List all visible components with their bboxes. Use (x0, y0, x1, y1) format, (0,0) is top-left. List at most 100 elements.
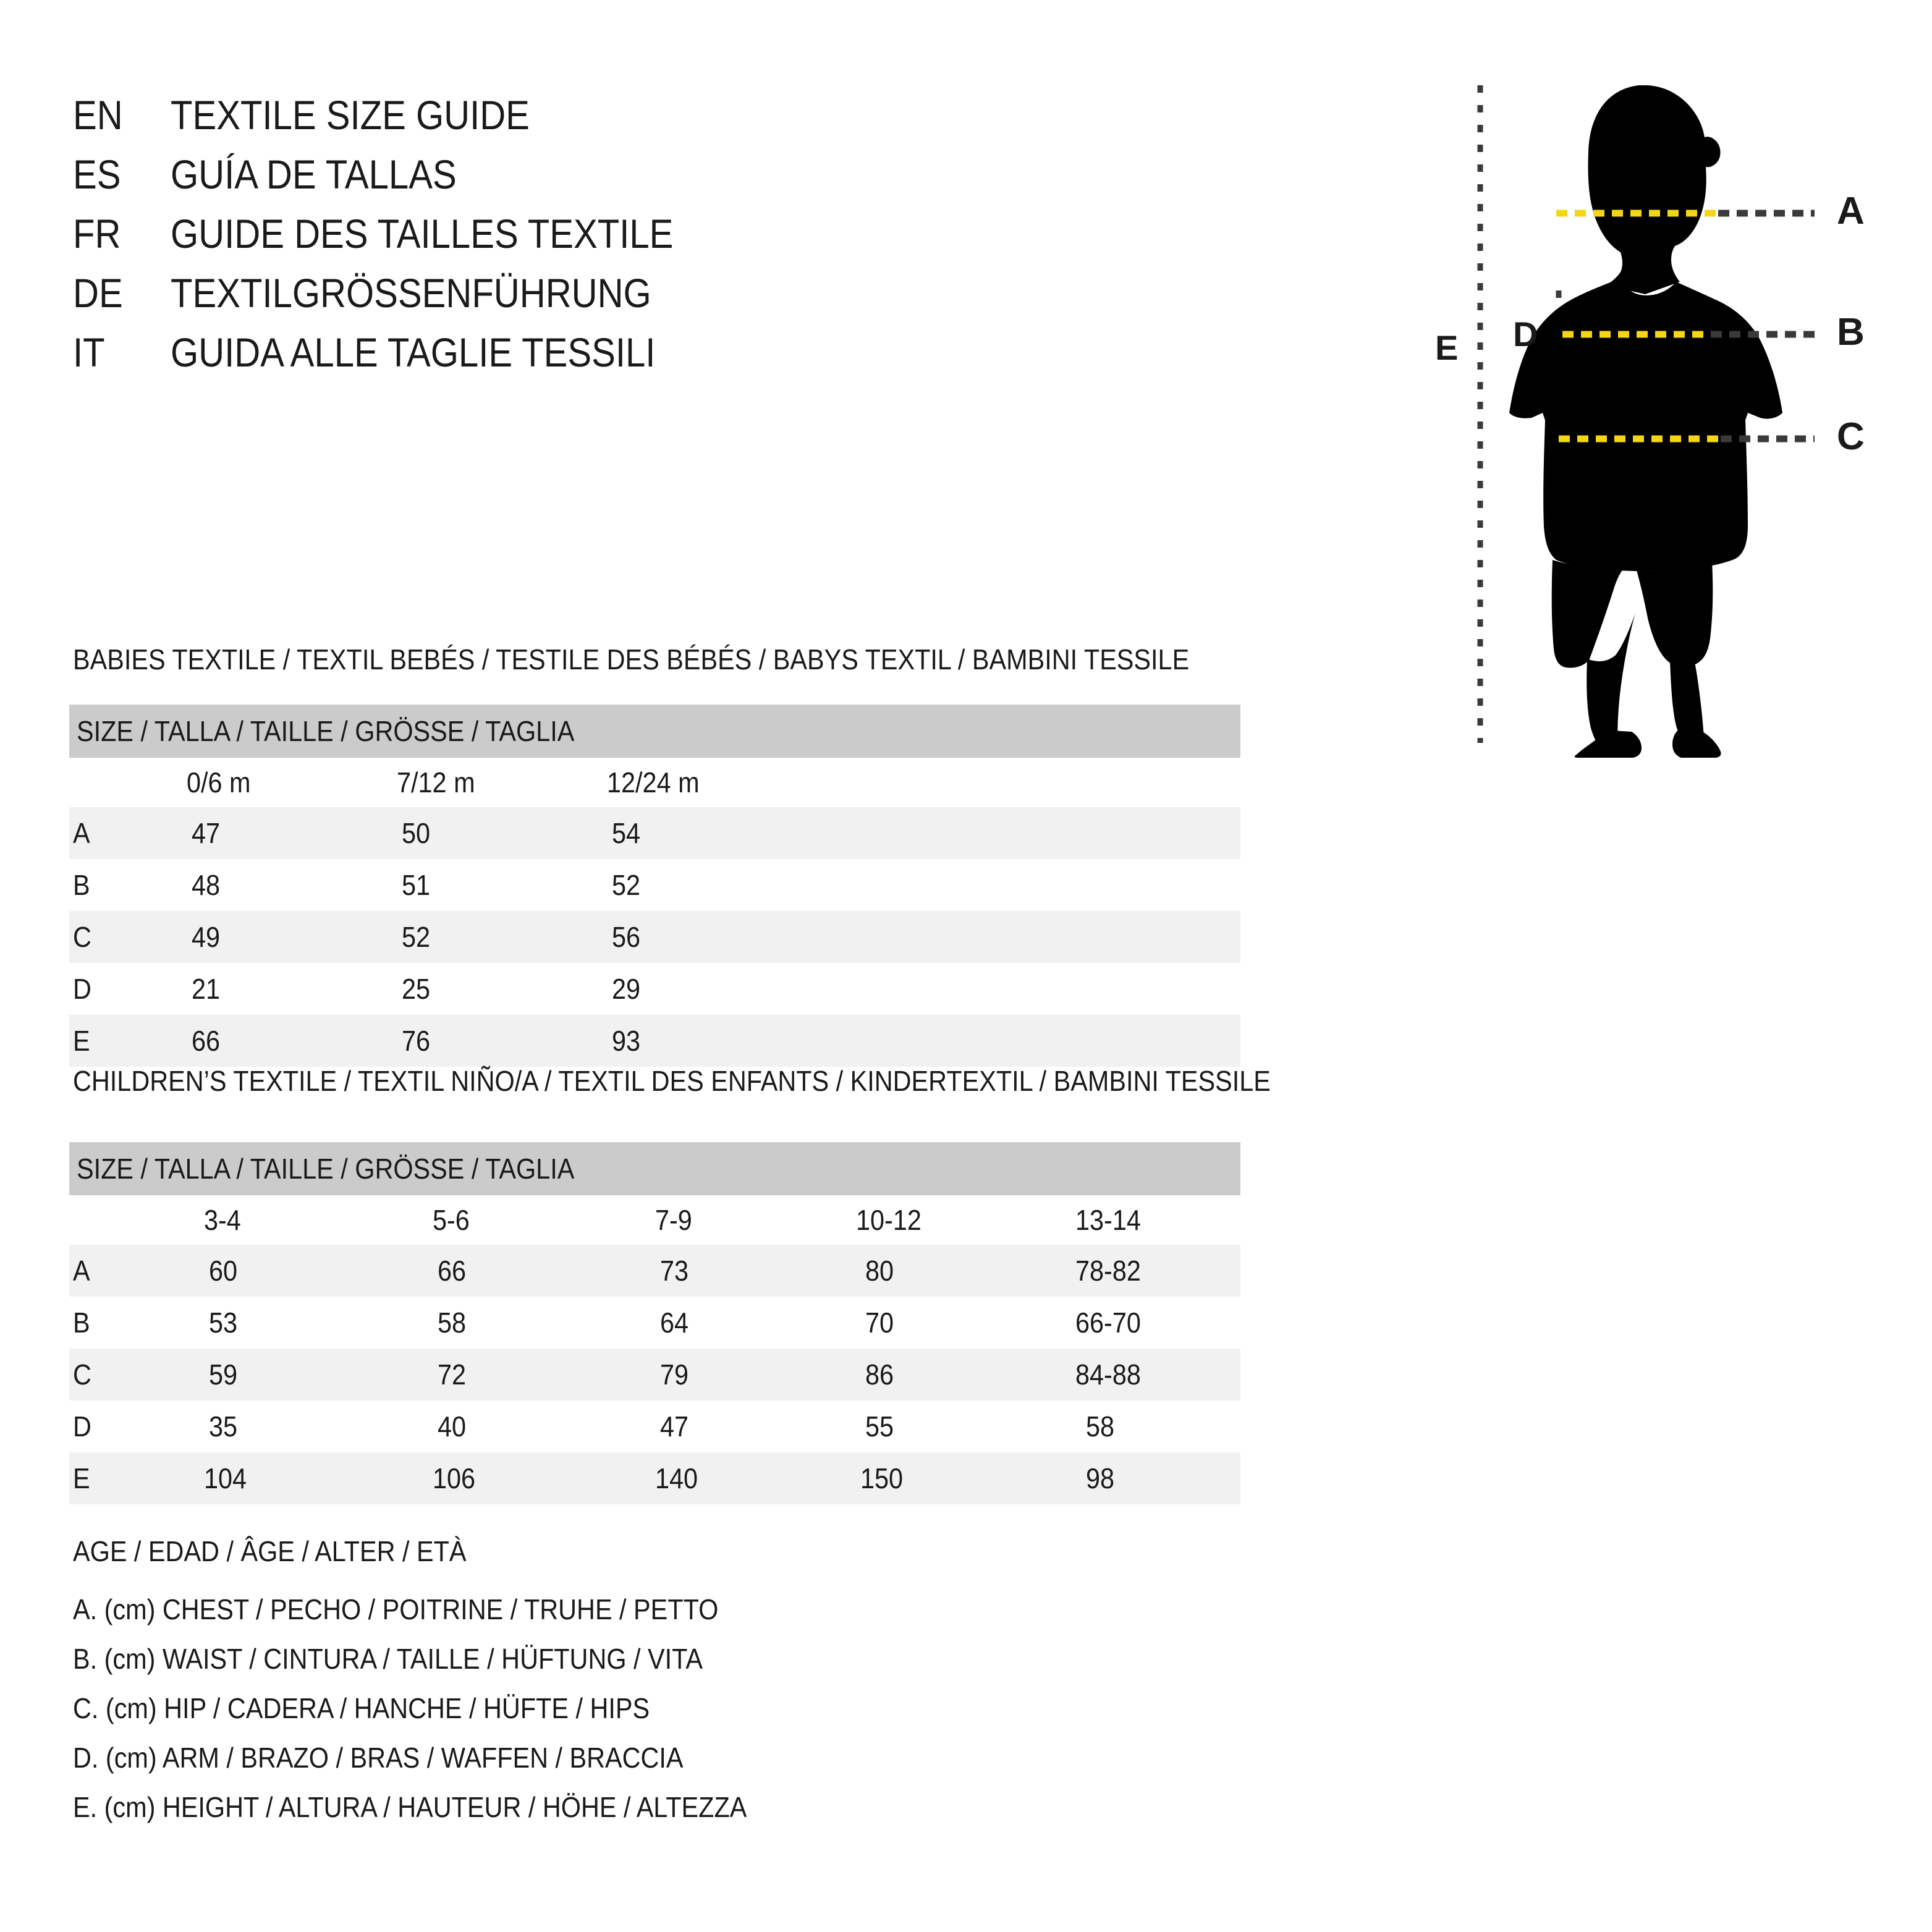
children-cell-d-3: 55 (865, 1410, 894, 1443)
children-col-4: 13-14 (1075, 1204, 1141, 1236)
measurement-figure: A B C D E (1421, 74, 1910, 760)
babies-cell-a-1: 50 (402, 817, 431, 849)
babies-col-0: 0/6 m (187, 766, 251, 799)
language-title-it: GUIDA ALLE TAGLIE TESSILI (171, 329, 656, 375)
language-title-en: TEXTILE SIZE GUIDE (171, 92, 530, 138)
figure-label-e: E (1435, 328, 1458, 367)
babies-cell-d-2: 29 (612, 973, 641, 1005)
children-cell-e-1: 106 (433, 1462, 476, 1494)
language-row: FR GUIDE DES TAILLES TEXTILE (73, 210, 1247, 269)
children-cell-b-2: 64 (660, 1307, 689, 1339)
babies-cell-b-2: 52 (612, 869, 641, 901)
babies-row-label-d: D (73, 973, 91, 1005)
children-col-0: 3-4 (204, 1204, 241, 1236)
table-row: E 66 76 93 (69, 1015, 1240, 1067)
babies-cell-d-0: 21 (192, 973, 221, 1005)
table-row: D 21 25 29 (69, 963, 1240, 1015)
language-code-es: ES (73, 151, 121, 197)
children-cell-d-2: 47 (660, 1410, 689, 1443)
child-silhouette (1509, 85, 1782, 758)
legend-item-a: A. (cm) CHEST / PECHO / POITRINE / TRUHE… (73, 1593, 719, 1625)
babies-cell-b-1: 51 (402, 869, 431, 901)
children-cell-b-0: 53 (209, 1307, 238, 1339)
legend-item-d: D. (cm) ARM / BRAZO / BRAS / WAFFEN / BR… (73, 1742, 684, 1774)
figure-label-d: D (1513, 315, 1538, 354)
legend-age-line: AGE / EDAD / ÂGE / ALTER / ETÀ (73, 1535, 467, 1567)
children-col-1: 5-6 (433, 1204, 470, 1236)
table-row: C 59 72 79 86 84-88 (69, 1349, 1240, 1400)
table-row: E 104 106 140 150 98 (69, 1452, 1240, 1504)
children-cell-c-1: 72 (438, 1358, 467, 1391)
table-row: A 47 50 54 (69, 807, 1240, 859)
language-code-fr: FR (73, 211, 121, 256)
children-cell-e-3: 150 (860, 1462, 904, 1494)
children-col-2: 7-9 (655, 1204, 692, 1236)
babies-row-label-b: B (73, 869, 90, 901)
children-cell-e-2: 140 (655, 1462, 698, 1494)
table-row: A 60 66 73 80 78-82 (69, 1245, 1240, 1297)
babies-col-2: 12/24 m (607, 766, 700, 799)
language-row: ES GUÍA DE TALLAS (73, 151, 1247, 210)
language-title-de: TEXTILGRÖSSENFÜHRUNG (171, 270, 651, 316)
children-cell-a-2: 73 (660, 1255, 689, 1287)
children-cell-a-4: 78-82 (1075, 1255, 1141, 1287)
babies-size-table: SIZE / TALLA / TAILLE / GRÖSSE / TAGLIA … (69, 705, 1240, 1067)
babies-cell-a-2: 54 (612, 817, 641, 849)
language-title-fr: GUIDE DES TAILLES TEXTILE (171, 211, 674, 256)
figure-label-b: B (1837, 311, 1865, 354)
legend-item-e: E. (cm) HEIGHT / ALTURA / HAUTEUR / HÖHE… (73, 1791, 747, 1823)
children-table-header: SIZE / TALLA / TAILLE / GRÖSSE / TAGLIA (69, 1142, 1240, 1195)
children-cell-c-4: 84-88 (1075, 1358, 1141, 1391)
children-section-title: CHILDREN’S TEXTILE / TEXTIL NIÑO/A / TEX… (73, 1065, 1271, 1097)
table-row: D 35 40 47 55 58 (69, 1400, 1240, 1452)
children-cell-c-2: 79 (660, 1358, 689, 1391)
children-cell-d-4: 58 (1086, 1410, 1115, 1443)
children-cell-a-3: 80 (865, 1255, 894, 1287)
children-row-label-a: A (73, 1255, 90, 1287)
children-row-label-b: B (73, 1307, 90, 1339)
children-size-table: SIZE / TALLA / TAILLE / GRÖSSE / TAGLIA … (69, 1142, 1240, 1504)
babies-row-label-e: E (73, 1025, 90, 1057)
children-cell-a-1: 66 (438, 1255, 467, 1287)
babies-cell-c-1: 52 (402, 921, 431, 953)
babies-column-header-row: 0/6 m 7/12 m 12/24 m (69, 758, 1240, 807)
children-cell-d-0: 35 (209, 1410, 238, 1443)
language-row: IT GUIDA ALLE TAGLIE TESSILI (73, 329, 1247, 388)
children-table-header-label: SIZE / TALLA / TAILLE / GRÖSSE / TAGLIA (77, 1153, 575, 1185)
babies-cell-e-2: 93 (612, 1025, 641, 1057)
language-code-en: EN (73, 92, 123, 138)
children-row-label-d: D (73, 1410, 91, 1443)
babies-cell-e-1: 76 (402, 1025, 431, 1057)
children-cell-a-0: 60 (209, 1255, 238, 1287)
babies-table-header-label: SIZE / TALLA / TAILLE / GRÖSSE / TAGLIA (77, 715, 575, 747)
babies-cell-a-0: 47 (192, 817, 221, 849)
children-cell-c-0: 59 (209, 1358, 238, 1391)
children-cell-b-4: 66-70 (1075, 1307, 1141, 1339)
legend-item-c: C. (cm) HIP / CADERA / HANCHE / HÜFTE / … (73, 1692, 650, 1724)
babies-cell-c-2: 56 (612, 921, 641, 953)
children-column-header-row: 3-4 5-6 7-9 10-12 13-14 (69, 1195, 1240, 1245)
language-row: DE TEXTILGRÖSSENFÜHRUNG (73, 269, 1247, 329)
children-cell-c-3: 86 (865, 1358, 894, 1391)
babies-cell-e-0: 66 (192, 1025, 221, 1057)
children-row-label-c: C (73, 1358, 91, 1391)
language-title-block: EN TEXTILE SIZE GUIDE ES GUÍA DE TALLAS … (73, 91, 1247, 388)
children-cell-e-0: 104 (204, 1462, 247, 1494)
language-code-it: IT (73, 329, 105, 375)
language-row: EN TEXTILE SIZE GUIDE (73, 91, 1247, 151)
babies-cell-d-1: 25 (402, 973, 431, 1005)
legend-item-b: B. (cm) WAIST / CINTURA / TAILLE / HÜFTU… (73, 1643, 703, 1675)
table-row: B 53 58 64 70 66-70 (69, 1297, 1240, 1349)
children-cell-b-3: 70 (865, 1307, 894, 1339)
babies-col-1: 7/12 m (397, 766, 475, 799)
table-row: C 49 52 56 (69, 911, 1240, 963)
babies-row-label-a: A (73, 817, 90, 849)
babies-table-header: SIZE / TALLA / TAILLE / GRÖSSE / TAGLIA (69, 705, 1240, 758)
language-title-es: GUÍA DE TALLAS (171, 151, 457, 197)
measurement-legend: AGE / EDAD / ÂGE / ALTER / ETÀ A. (cm) C… (73, 1527, 1124, 1832)
babies-cell-c-0: 49 (192, 921, 221, 953)
babies-row-label-c: C (73, 921, 91, 953)
children-cell-e-4: 98 (1086, 1462, 1115, 1494)
children-row-label-e: E (73, 1462, 90, 1494)
language-code-de: DE (73, 270, 123, 316)
